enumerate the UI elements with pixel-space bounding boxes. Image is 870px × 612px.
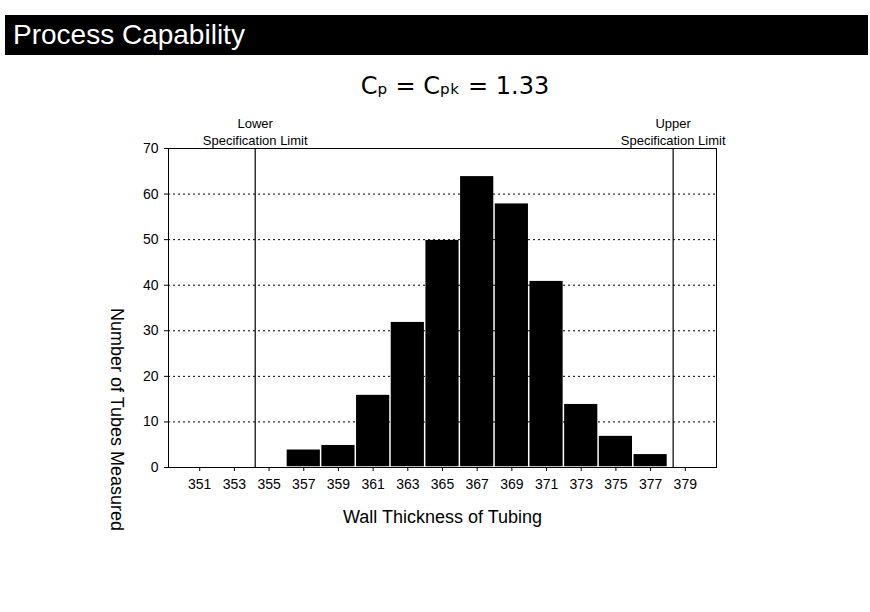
- svg-text:353: 353: [223, 476, 247, 492]
- svg-text:379: 379: [674, 476, 698, 492]
- svg-text:20: 20: [143, 368, 159, 384]
- svg-text:LowerSpecification Limit: LowerSpecification Limit: [203, 116, 308, 147]
- svg-text:10: 10: [143, 413, 159, 429]
- svg-text:Number of Tubes Measured: Number of Tubes Measured: [107, 308, 127, 531]
- html-text:Process Capability: Process Capability: [13, 19, 245, 50]
- svg-text:365: 365: [431, 476, 455, 492]
- svg-text:0: 0: [151, 459, 159, 475]
- svg-text:Wall Thickness of Tubing: Wall Thickness of Tubing: [343, 507, 542, 527]
- svg-text:40: 40: [143, 277, 159, 293]
- svg-text:30: 30: [143, 322, 159, 338]
- svg-text:375: 375: [604, 476, 628, 492]
- svg-text:369: 369: [500, 476, 524, 492]
- svg-text:361: 361: [361, 476, 385, 492]
- svg-text:357: 357: [292, 476, 316, 492]
- svg-text:50: 50: [143, 231, 159, 247]
- svg-text:355: 355: [257, 476, 281, 492]
- svg-text:373: 373: [570, 476, 594, 492]
- svg-text:367: 367: [466, 476, 490, 492]
- svg-text:60: 60: [143, 186, 159, 202]
- html-text:Cₚ = Cₚₖ = 1.33: Cₚ = Cₚₖ = 1.33: [360, 72, 550, 100]
- svg-text:UpperSpecification Limit: UpperSpecification Limit: [621, 116, 726, 147]
- svg-text:70: 70: [143, 140, 159, 156]
- svg-text:363: 363: [396, 476, 420, 492]
- svg-text:371: 371: [535, 476, 559, 492]
- svg-text:377: 377: [639, 476, 663, 492]
- svg-text:351: 351: [188, 476, 212, 492]
- svg-text:359: 359: [327, 476, 351, 492]
